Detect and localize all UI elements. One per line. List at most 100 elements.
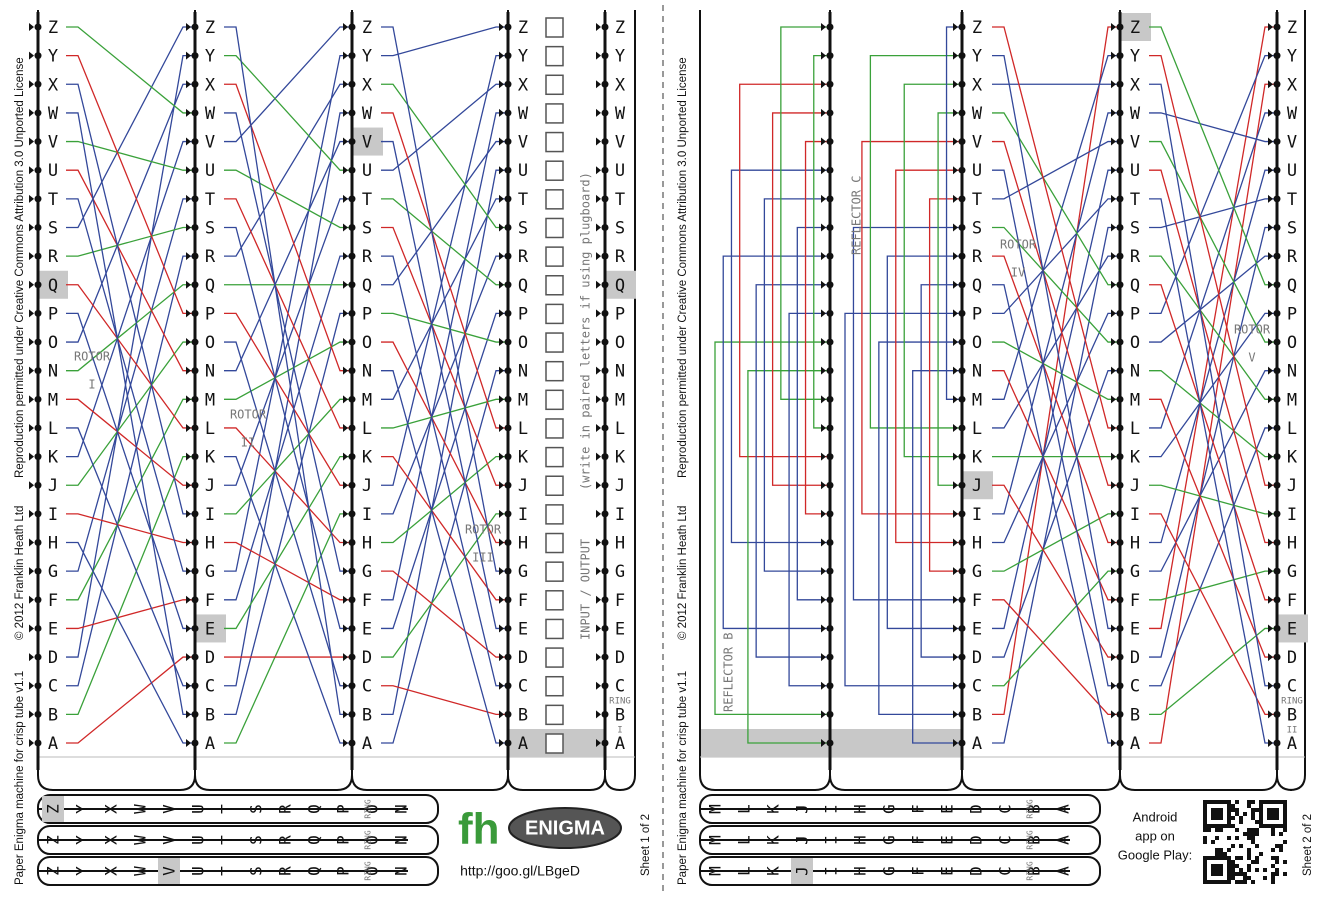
arrow (596, 452, 601, 461)
arrow (953, 223, 958, 232)
letter: L (48, 419, 58, 439)
strip-letter: Y (73, 835, 92, 845)
letter: R (1287, 247, 1298, 267)
arrow (499, 23, 504, 31)
contact (1116, 52, 1124, 60)
arrow (186, 309, 191, 318)
arrow (1111, 252, 1116, 261)
strip-ring: RING (364, 830, 373, 849)
letter: C (48, 677, 58, 697)
contact (826, 338, 834, 346)
contact (958, 653, 966, 661)
contact (191, 624, 199, 632)
arrow (29, 51, 34, 60)
arrow (953, 423, 958, 432)
arrow (596, 481, 601, 490)
letter: Y (48, 47, 58, 67)
strip-letter: P (334, 866, 353, 876)
arrow (343, 137, 348, 146)
qr-cell (1283, 840, 1287, 844)
arrow (499, 481, 504, 490)
reflector-wire (722, 255, 830, 630)
arrow (953, 509, 958, 518)
arrow (343, 452, 348, 461)
arrow (821, 395, 826, 404)
qr-cell (1215, 824, 1219, 828)
qr-cell (1243, 872, 1247, 876)
strip-letter: I (822, 866, 841, 876)
letter: I (615, 505, 625, 525)
qr-cell (1247, 876, 1251, 880)
letter: B (362, 705, 372, 725)
strip-letter: P (334, 835, 353, 845)
arrow (953, 481, 958, 490)
contact (34, 481, 42, 489)
reflector-wire (912, 370, 962, 744)
contact (1273, 624, 1281, 632)
letter: P (205, 304, 215, 324)
contact (1116, 653, 1124, 661)
contact (348, 596, 356, 604)
qr-cell (1255, 860, 1259, 864)
qr-cell (1255, 868, 1259, 872)
contact (1273, 109, 1281, 117)
reflector-wire (920, 284, 962, 658)
contact (1273, 166, 1281, 174)
strip-letter: U (189, 866, 208, 876)
letter: B (615, 705, 625, 725)
strip-letter: S (247, 866, 266, 876)
letter: Z (615, 18, 625, 38)
qr-cell (1255, 808, 1259, 812)
arrow (343, 338, 348, 347)
arrow (29, 653, 34, 662)
arrow (821, 108, 826, 117)
qr-cell (1259, 804, 1263, 808)
contact (1273, 710, 1281, 718)
contact (504, 309, 512, 317)
letter: T (362, 190, 372, 210)
letter: X (1287, 75, 1298, 95)
contact (1273, 281, 1281, 289)
qr-cell (1219, 852, 1223, 856)
arrow (821, 51, 826, 60)
contact (191, 166, 199, 174)
letter: C (518, 677, 528, 697)
contact (958, 80, 966, 88)
letter: S (972, 218, 982, 238)
qr-cell (1231, 824, 1235, 828)
contact (348, 395, 356, 403)
letter: I (1130, 505, 1140, 525)
contact (826, 281, 834, 289)
contact (1116, 481, 1124, 489)
letter: Y (1130, 47, 1140, 67)
contact (826, 23, 834, 31)
rotor-numeral: I (88, 378, 95, 392)
letter: U (518, 161, 528, 181)
arrow (821, 223, 826, 232)
qr-cell (1247, 804, 1251, 808)
arrow (1268, 166, 1273, 175)
contact (1116, 510, 1124, 518)
contact (826, 309, 834, 317)
arrow (596, 567, 601, 576)
sheet-label: Sheet 2 of 2 (1302, 814, 1314, 876)
qr-cell (1231, 860, 1235, 864)
arrow (821, 280, 826, 289)
arrow (953, 567, 958, 576)
letter: J (1287, 476, 1297, 496)
arrow (343, 509, 348, 518)
strip-letter: F (909, 835, 928, 845)
margin-license: Reproduction permitted under Creative Co… (677, 57, 689, 478)
arrow (953, 166, 958, 175)
checkbox (545, 733, 564, 754)
qr-cell (1203, 800, 1207, 804)
wire (1149, 513, 1277, 716)
wire (381, 570, 508, 658)
strip-letter: O (363, 835, 382, 845)
arrow (1268, 595, 1273, 604)
arrow (596, 538, 601, 547)
arrow (1111, 624, 1116, 633)
letter: N (205, 362, 215, 382)
letter: L (1130, 419, 1140, 439)
strip-letter: Q (305, 835, 324, 845)
